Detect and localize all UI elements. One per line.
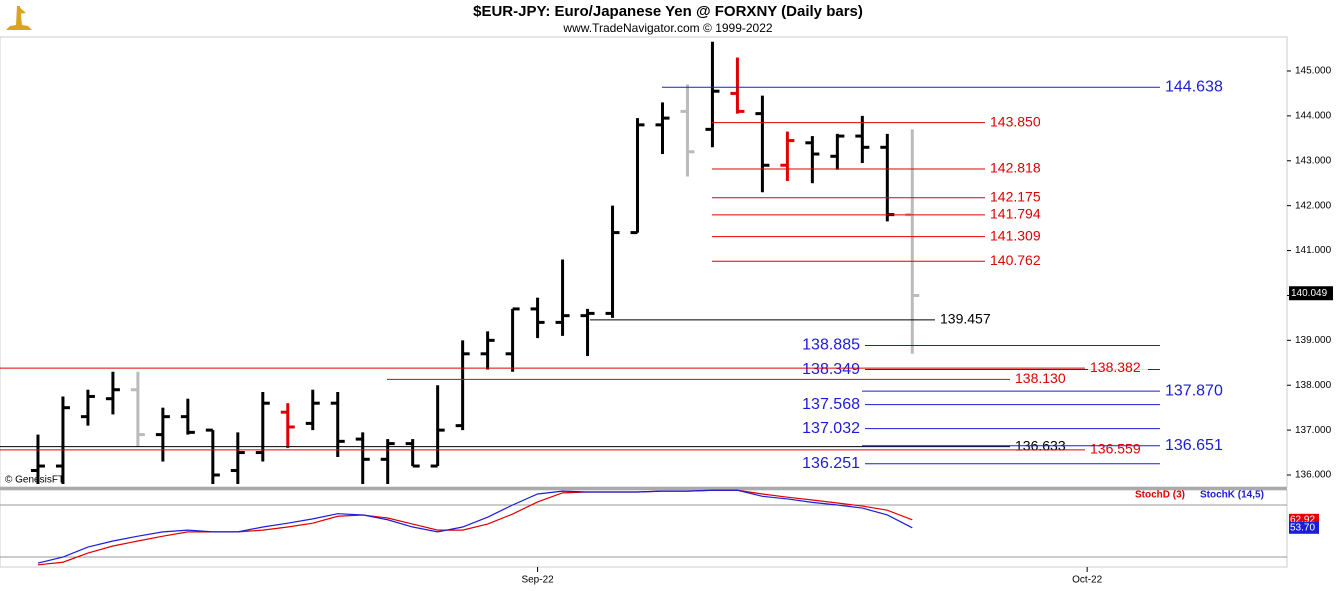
level-label: 136.251 xyxy=(802,455,860,472)
credit: © GenesisFT xyxy=(5,475,64,486)
chart-title: $EUR-JPY: Euro/Japanese Yen @ FORXNY (Da… xyxy=(473,3,863,20)
y-tick-label: 139.000 xyxy=(1295,335,1332,346)
level-label: 140.762 xyxy=(990,252,1041,268)
stoch-value-box xyxy=(1289,521,1319,534)
level-label: 136.651 xyxy=(1165,437,1223,454)
level-label: 138.382 xyxy=(1090,359,1141,375)
level-label: 138.349 xyxy=(802,361,860,378)
last-price-box xyxy=(1289,286,1333,301)
level-label-bg xyxy=(988,114,1048,131)
level-label-bg xyxy=(802,420,862,437)
stoch-panel xyxy=(0,489,1288,568)
level-label: 138.885 xyxy=(802,337,860,354)
price-panel xyxy=(0,36,1288,488)
x-tick-label: Sep-22 xyxy=(521,575,554,586)
level-label: 137.568 xyxy=(802,396,860,413)
level-label: 136.559 xyxy=(1090,441,1141,457)
chart-subtitle: www.TradeNavigator.com © 1999-2022 xyxy=(562,21,772,35)
level-label-bg xyxy=(802,337,862,354)
level-label-bg xyxy=(988,189,1048,206)
level-label: 142.175 xyxy=(990,189,1041,205)
level-label-bg xyxy=(938,311,998,328)
level-label: 137.032 xyxy=(802,420,860,437)
level-label-bg xyxy=(988,160,1048,177)
level-label-bg xyxy=(1163,437,1223,454)
level-label-bg xyxy=(988,253,1048,270)
level-label: 141.309 xyxy=(990,227,1041,243)
level-label-bg xyxy=(802,396,862,413)
level-label-bg xyxy=(1013,438,1073,455)
level-label: 141.794 xyxy=(990,206,1041,222)
stoch-line xyxy=(37,489,913,564)
y-tick-label: 145.000 xyxy=(1295,66,1332,77)
level-label-bg xyxy=(988,206,1048,223)
stoch-value-label: 53.70 xyxy=(1290,522,1315,533)
logo xyxy=(6,6,32,30)
legend-entry: StochD (3) xyxy=(1135,490,1185,501)
y-tick-label: 138.000 xyxy=(1295,380,1332,391)
legend-entry: StochK (14,5) xyxy=(1200,490,1264,501)
level-label-bg xyxy=(802,455,862,472)
level-label-bg xyxy=(802,361,862,378)
level-label: 143.850 xyxy=(990,113,1041,129)
y-tick-label: 144.000 xyxy=(1295,111,1332,122)
y-tick-label: 136.000 xyxy=(1295,470,1332,481)
level-label-bg xyxy=(1013,371,1073,388)
stoch-line xyxy=(37,489,913,566)
y-tick-label: 141.000 xyxy=(1295,245,1332,256)
level-label-bg xyxy=(1163,383,1223,400)
level-label-bg xyxy=(1163,79,1223,96)
y-tick-label: 143.000 xyxy=(1295,155,1332,166)
stoch-value-label: 62.92 xyxy=(1290,514,1315,525)
y-tick-label: 137.000 xyxy=(1295,425,1332,436)
level-label-bg xyxy=(1088,360,1148,377)
level-label: 139.457 xyxy=(940,311,991,327)
y-tick-label: 142.000 xyxy=(1295,200,1332,211)
level-label: 138.130 xyxy=(1015,370,1066,386)
level-label: 144.638 xyxy=(1165,78,1223,95)
x-tick-label: Oct-22 xyxy=(1072,575,1102,586)
last-price-label: 140.049 xyxy=(1291,288,1328,299)
level-label-bg xyxy=(988,228,1048,245)
level-label: 142.818 xyxy=(990,160,1041,176)
level-label: 137.870 xyxy=(1165,382,1223,399)
